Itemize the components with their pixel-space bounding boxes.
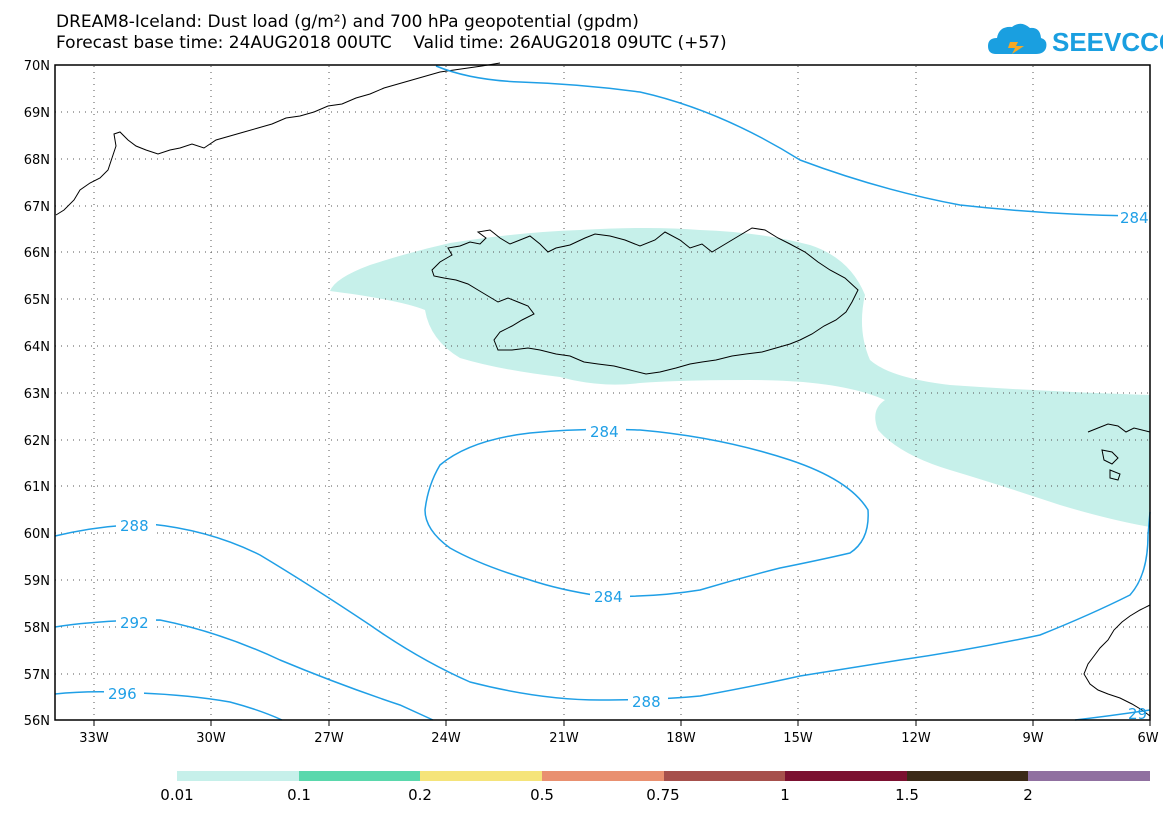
lat-label: 56N — [24, 714, 50, 729]
grid-lines — [55, 66, 1150, 720]
colorbar-segment — [906, 771, 1029, 781]
contour-labels: 284 284 284 288 288 292 296 29 — [104, 207, 1152, 723]
dust-shade-area — [330, 228, 1150, 527]
contour-label: 288 — [120, 517, 149, 535]
faroe-coastline — [1087, 423, 1151, 481]
colorbar-segment — [298, 771, 421, 781]
lat-label: 59N — [24, 574, 50, 589]
lon-label: 21W — [549, 731, 579, 746]
colorbar-label: 1 — [780, 786, 790, 804]
iceland-coastline — [431, 227, 859, 375]
lat-label: 66N — [24, 246, 50, 261]
lat-label: 62N — [24, 434, 50, 449]
colorbar-segment — [785, 771, 907, 781]
contour-label: 292 — [120, 614, 149, 632]
contour-label: 284 — [590, 423, 619, 441]
latitude-labels: 70N 69N 68N 67N 66N 65N 64N 63N 62N 61N … — [24, 59, 50, 729]
lat-label: 61N — [24, 480, 50, 495]
plot-frame — [54, 64, 1151, 721]
lat-label: 68N — [24, 153, 50, 168]
contour-label: 284 — [594, 588, 623, 606]
contour-label: 29 — [1128, 705, 1147, 723]
lat-label: 63N — [24, 387, 50, 402]
colorbar — [177, 771, 1150, 781]
axis-ticks — [93, 720, 1151, 726]
scotland-coastline — [1083, 604, 1151, 717]
lon-label: 30W — [196, 731, 226, 746]
lon-label: 33W — [79, 731, 109, 746]
lat-label: 64N — [24, 340, 50, 355]
contour-292 — [54, 619, 434, 721]
colorbar-segment — [663, 771, 786, 781]
lat-label: 57N — [24, 668, 50, 683]
colorbar-segment — [177, 771, 299, 781]
map-title-line-2: Forecast base time: 24AUG2018 00UTC Vali… — [56, 33, 727, 53]
contour-296 — [54, 690, 283, 721]
colorbar-segment — [1028, 771, 1150, 781]
contour-29-right — [1074, 709, 1151, 721]
colorbar-segment — [541, 771, 664, 781]
contour-284-low — [424, 428, 869, 598]
lat-label: 69N — [24, 106, 50, 121]
contour-label: 288 — [632, 693, 661, 711]
colorbar-label: 0.1 — [287, 786, 311, 804]
colorbar-label: 0.01 — [160, 786, 194, 804]
lon-label: 12W — [901, 731, 931, 746]
lat-label: 65N — [24, 293, 50, 308]
lat-label: 60N — [24, 527, 50, 542]
lat-label: 58N — [24, 621, 50, 636]
coastlines — [55, 62, 1151, 717]
contour-label: 284 — [1120, 209, 1149, 227]
longitude-labels: 33W 30W 27W 24W 21W 18W 15W 12W 9W 6W — [79, 731, 1158, 746]
lon-label: 9W — [1022, 731, 1043, 746]
lon-label: 18W — [666, 731, 696, 746]
logo-text: SEEVCCC — [1052, 27, 1163, 57]
colorbar-label: 1.5 — [895, 786, 919, 804]
lon-label: 6W — [1137, 731, 1158, 746]
colorbar-label: 0.5 — [530, 786, 554, 804]
lon-label: 15W — [783, 731, 813, 746]
colorbar-label: 2 — [1023, 786, 1033, 804]
lon-label: 27W — [314, 731, 344, 746]
map-title-line-1: DREAM8-Iceland: Dust load (g/m²) and 700… — [56, 12, 639, 32]
contour-label: 296 — [108, 685, 137, 703]
colorbar-label: 0.75 — [646, 786, 680, 804]
lat-label: 67N — [24, 200, 50, 215]
lon-label: 24W — [431, 731, 461, 746]
colorbar-segment — [420, 771, 542, 781]
cloud-icon — [988, 23, 1047, 54]
lat-label: 70N — [24, 59, 50, 74]
greenland-coastline — [55, 62, 501, 216]
seevccc-logo: SEEVCCC — [988, 23, 1163, 57]
contour-284-north — [435, 65, 1136, 217]
colorbar-label: 0.2 — [408, 786, 432, 804]
